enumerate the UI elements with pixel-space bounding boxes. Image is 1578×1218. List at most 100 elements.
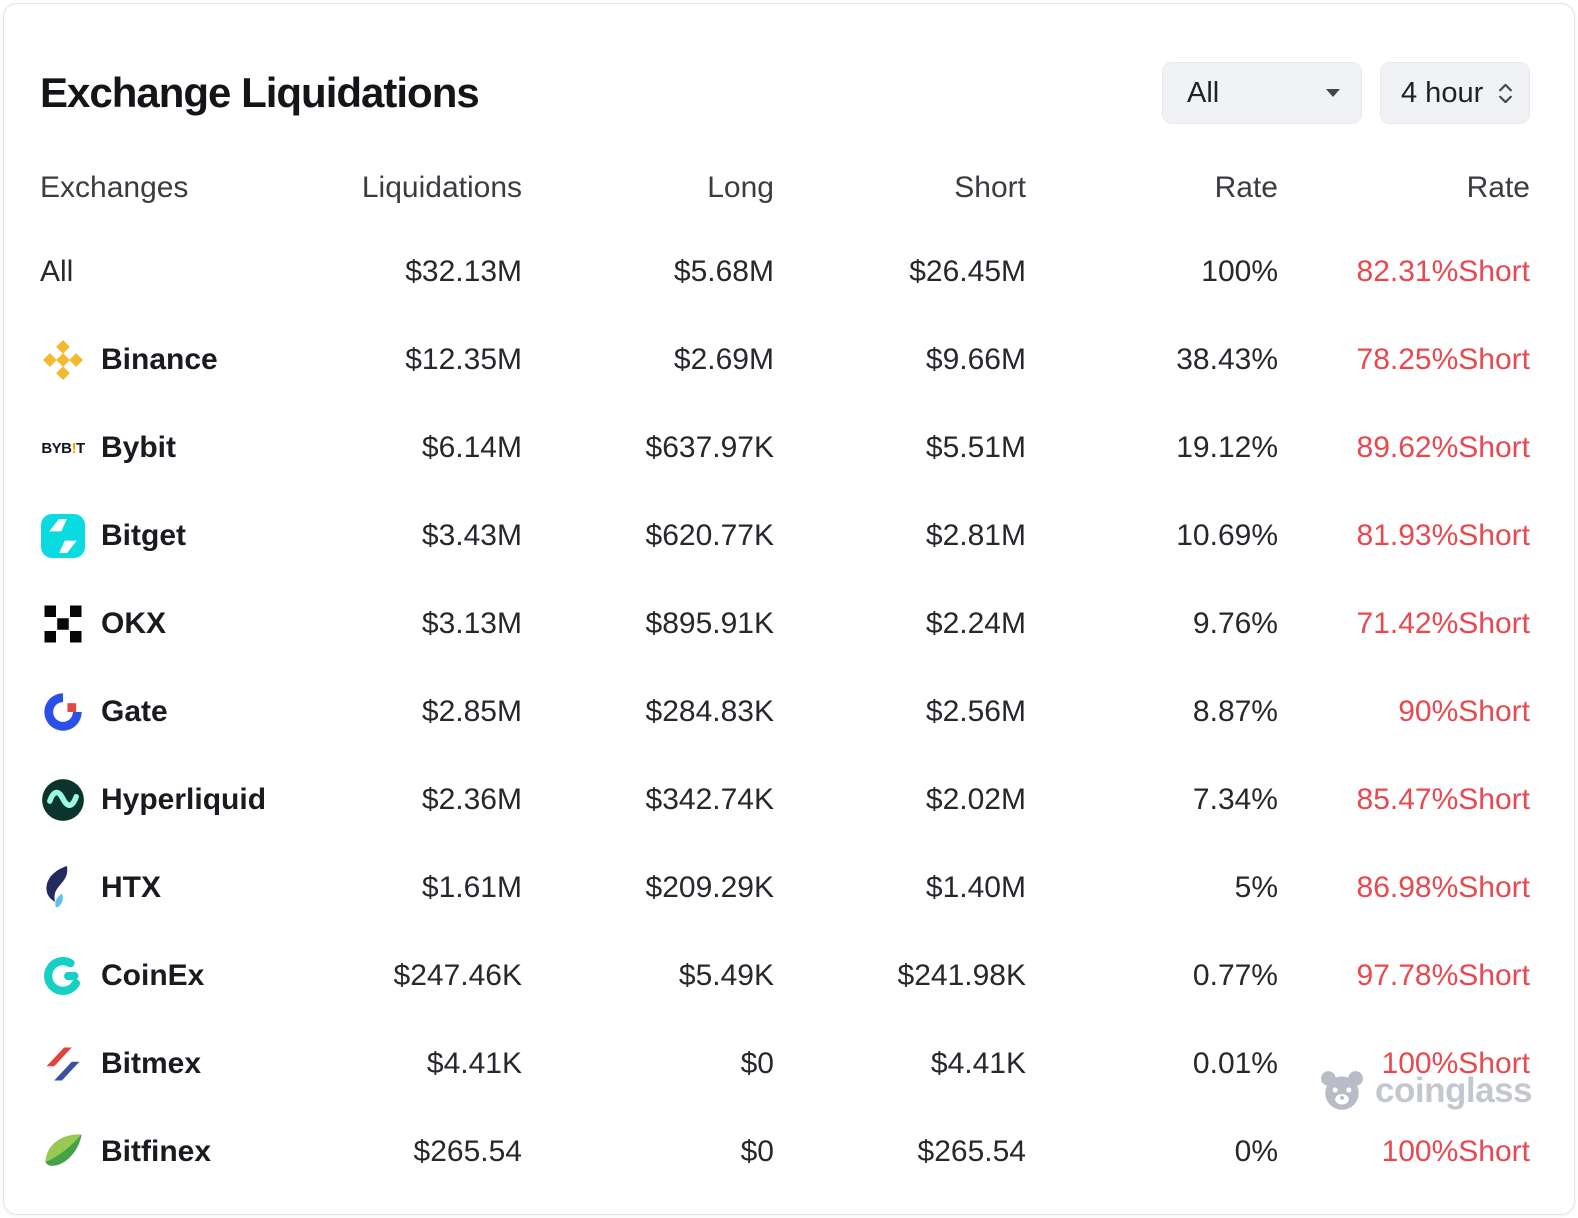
- rate-value: 38.43%: [1176, 343, 1278, 376]
- exchange-name: Hyperliquid: [101, 783, 267, 816]
- short-rate-value: 89.62%Short: [1356, 431, 1530, 464]
- binance-logo-icon: [40, 337, 86, 383]
- long-value: $637.97K: [645, 431, 774, 464]
- short-rate-value: 100%Short: [1381, 1135, 1530, 1168]
- bitmex-logo-icon: [40, 1041, 86, 1087]
- short-value: $5.51M: [925, 431, 1026, 464]
- long-value: $342.74K: [645, 783, 774, 816]
- short-value: $2.81M: [925, 519, 1026, 552]
- table-row-bitmex[interactable]: Bitmex $4.41K $0 $4.41K 0.01% 100%Short: [40, 1020, 1530, 1108]
- exchange-cell: Hyperliquid: [40, 777, 270, 823]
- hyperliquid-logo-icon: [40, 777, 86, 823]
- rate-value: 5%: [1234, 871, 1278, 904]
- table-row-bitget[interactable]: Bitget $3.43M $620.77K $2.81M 10.69% 81.…: [40, 492, 1530, 580]
- column-header-exchanges: Exchanges: [40, 171, 189, 204]
- exchange-name: Bitmex: [101, 1047, 202, 1080]
- chevron-down-icon: [1326, 89, 1340, 97]
- liquidations-value: $3.13M: [421, 607, 522, 640]
- short-value: $2.02M: [925, 783, 1026, 816]
- table-row-coinex[interactable]: CoinEx $247.46K $5.49K $241.98K 0.77% 97…: [40, 932, 1530, 1020]
- exchange-name: Bitget: [101, 519, 186, 552]
- column-header-rate: Rate: [1214, 171, 1278, 204]
- okx-logo-icon: [40, 601, 86, 647]
- exchange-name: All: [40, 255, 74, 288]
- rate-value: 7.34%: [1192, 783, 1278, 816]
- exchange-cell: Bitfinex: [40, 1129, 270, 1175]
- short-rate-value: 78.25%Short: [1356, 343, 1530, 376]
- exchange-name: CoinEx: [101, 959, 205, 992]
- short-value: $9.66M: [925, 343, 1026, 376]
- exchange-filter-dropdown[interactable]: All: [1162, 62, 1362, 124]
- liquidations-value: $1.61M: [421, 871, 522, 904]
- liquidations-table: Exchanges Liquidations Long Short Rate R…: [4, 148, 1574, 1196]
- long-value: $895.91K: [645, 607, 774, 640]
- liquidations-value: $32.13M: [405, 255, 522, 288]
- short-rate-value: 100%Short: [1381, 1047, 1530, 1080]
- short-rate-value: 81.93%Short: [1356, 519, 1530, 552]
- table-header-row: Exchanges Liquidations Long Short Rate R…: [40, 148, 1530, 228]
- table-row-bitfinex[interactable]: Bitfinex $265.54 $0 $265.54 0% 100%Short: [40, 1108, 1530, 1196]
- rate-value: 0.01%: [1192, 1047, 1278, 1080]
- long-value: $620.77K: [645, 519, 774, 552]
- table-row-okx[interactable]: OKX $3.13M $895.91K $2.24M 9.76% 71.42%S…: [40, 580, 1530, 668]
- column-header-liquidations: Liquidations: [361, 171, 522, 204]
- short-rate-value: 90%Short: [1398, 695, 1530, 728]
- exchange-cell: Bitmex: [40, 1041, 270, 1087]
- long-value: $209.29K: [645, 871, 774, 904]
- rate-value: 19.12%: [1176, 431, 1278, 464]
- long-value: $0: [740, 1047, 774, 1080]
- table-row-hyperliquid[interactable]: Hyperliquid $2.36M $342.74K $2.02M 7.34%…: [40, 756, 1530, 844]
- rate-value: 0.77%: [1192, 959, 1278, 992]
- table-row-all[interactable]: All $32.13M $5.68M $26.45M 100% 82.31%Sh…: [40, 228, 1530, 316]
- liquidations-value: $2.36M: [421, 783, 522, 816]
- bitget-logo-icon: [40, 513, 86, 559]
- bitfinex-logo-icon: [40, 1129, 86, 1175]
- exchange-name: Gate: [101, 695, 168, 728]
- short-value: $4.41K: [930, 1047, 1026, 1080]
- table-row-htx[interactable]: HTX $1.61M $209.29K $1.40M 5% 86.98%Shor…: [40, 844, 1530, 932]
- exchange-filter-value: All: [1187, 76, 1220, 109]
- liquidations-value: $3.43M: [421, 519, 522, 552]
- table-row-binance[interactable]: Binance $12.35M $2.69M $9.66M 38.43% 78.…: [40, 316, 1530, 404]
- long-value: $5.68M: [673, 255, 774, 288]
- table-row-gate[interactable]: Gate $2.85M $284.83K $2.56M 8.87% 90%Sho…: [40, 668, 1530, 756]
- column-header-short: Short: [954, 171, 1026, 204]
- short-rate-value: 97.78%Short: [1356, 959, 1530, 992]
- column-header-short-rate: Rate: [1466, 171, 1530, 204]
- long-value: $0: [740, 1135, 774, 1168]
- rate-value: 100%: [1201, 255, 1278, 288]
- card-header: Exchange Liquidations All 4 hour: [4, 4, 1574, 148]
- short-value: $1.40M: [925, 871, 1026, 904]
- liquidations-value: $12.35M: [405, 343, 522, 376]
- gate-logo-icon: [40, 689, 86, 735]
- exchange-cell: Bitget: [40, 513, 270, 559]
- rate-value: 8.87%: [1192, 695, 1278, 728]
- bybit-logo-icon: BYB!T: [41, 439, 85, 457]
- rate-value: 0%: [1234, 1135, 1278, 1168]
- exchange-name: OKX: [101, 607, 167, 640]
- liquidations-value: $2.85M: [421, 695, 522, 728]
- exchange-cell: All: [40, 255, 270, 289]
- table-row-bybit[interactable]: BYB!T Bybit $6.14M $637.97K $5.51M 19.12…: [40, 404, 1530, 492]
- exchange-cell: Binance: [40, 337, 270, 383]
- timeframe-dropdown[interactable]: 4 hour: [1380, 62, 1530, 124]
- exchange-cell: OKX: [40, 601, 270, 647]
- long-value: $284.83K: [645, 695, 774, 728]
- exchange-cell: HTX: [40, 865, 270, 911]
- long-value: $2.69M: [673, 343, 774, 376]
- column-header-long: Long: [707, 171, 774, 204]
- short-value: $265.54: [917, 1135, 1026, 1168]
- short-rate-value: 86.98%Short: [1356, 871, 1530, 904]
- up-down-stepper-icon: [1498, 83, 1513, 103]
- liquidations-value: $247.46K: [393, 959, 522, 992]
- exchange-name: Binance: [101, 343, 218, 376]
- exchange-name: Bybit: [101, 431, 176, 464]
- long-value: $5.49K: [678, 959, 774, 992]
- short-value: $241.98K: [897, 959, 1026, 992]
- short-value: $26.45M: [909, 255, 1026, 288]
- liquidations-value: $6.14M: [421, 431, 522, 464]
- short-rate-value: 71.42%Short: [1356, 607, 1530, 640]
- exchange-name: Bitfinex: [101, 1135, 212, 1168]
- short-rate-value: 85.47%Short: [1356, 783, 1530, 816]
- exchange-cell: BYB!T Bybit: [40, 425, 270, 471]
